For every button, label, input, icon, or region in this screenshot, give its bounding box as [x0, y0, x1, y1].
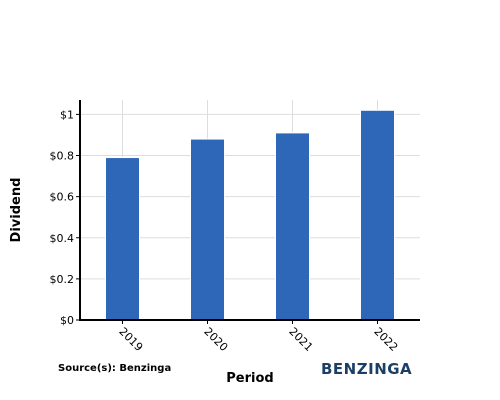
bar-2019	[105, 157, 140, 321]
benzinga-logo: BENZINGA	[321, 360, 413, 378]
y-axis-title: Dividend	[9, 178, 24, 243]
bar-2020	[190, 138, 225, 321]
y-tick-label: $0.6	[50, 191, 75, 204]
source-note: Source(s): Benzinga	[58, 363, 172, 374]
bars	[105, 109, 395, 321]
bar-2021	[275, 132, 310, 321]
x-tick-label: 2022	[371, 325, 400, 354]
y-tick-label: $0.8	[50, 150, 75, 163]
y-tick-label: $1	[60, 108, 74, 121]
y-tick-label: $0.2	[50, 273, 75, 286]
x-tick-label: 2021	[286, 325, 315, 354]
axes	[76, 100, 420, 324]
x-tick-label: 2020	[201, 325, 230, 354]
bar-2022	[360, 109, 395, 321]
y-tick-label: $0	[60, 314, 74, 327]
x-axis-title: Period	[226, 371, 273, 386]
y-tick-label: $0.4	[50, 232, 75, 245]
x-tick-label: 2019	[116, 325, 145, 354]
